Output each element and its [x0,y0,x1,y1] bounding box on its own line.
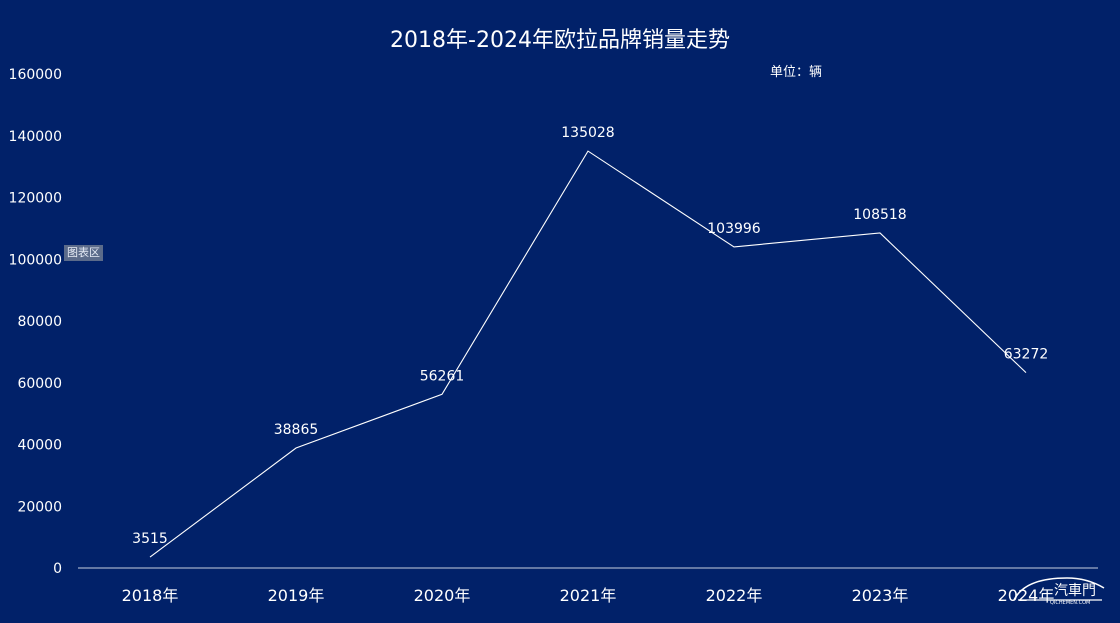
x-tick-label: 2018年 [122,586,179,605]
unit-label: 单位：辆 [770,65,822,80]
data-label: 135028 [561,125,614,141]
y-tick-label: 140000 [9,129,62,145]
watermark-text: 汽車門 [1054,582,1096,599]
plot-area-tag: 图表区 [64,245,103,261]
y-tick-label: 40000 [17,438,62,454]
y-tick-label: 20000 [17,499,62,515]
car-silhouette-icon [1013,577,1105,601]
y-tick-label: 0 [53,561,62,577]
data-label: 63272 [1004,347,1049,363]
data-label: 108518 [853,207,906,223]
x-tick-label: 2021年 [560,586,617,605]
y-tick-label: 120000 [9,191,62,207]
y-tick-label: 100000 [9,252,62,268]
y-tick-label: 60000 [17,376,62,392]
data-label: 3515 [132,531,168,547]
data-labels: 3515 38865 56261 135028 103996 108518 63272 [132,125,1048,547]
y-tick-label: 80000 [17,314,62,330]
sales-line [149,150,1027,558]
data-label: 38865 [274,422,319,438]
x-tick-label: 2020年 [414,586,471,605]
x-tick-label: 2022年 [706,586,763,605]
y-tick-label: 160000 [9,67,62,83]
chart-title: 2018年-2024年欧拉品牌销量走势 [390,28,730,53]
watermark-logo: 汽車門 QICHEMEN.COM [1013,577,1105,606]
x-axis: 2018年 2019年 2020年 2021年 2022年 2023年 2024年 [122,586,1055,605]
x-tick-label: 2019年 [268,586,325,605]
data-label: 56261 [420,368,465,384]
y-axis: 0 20000 40000 60000 80000 100000 120000 140000 1… [9,67,62,577]
watermark-subtext: QICHEMEN.COM [1050,600,1090,606]
x-tick-label: 2023年 [852,586,909,605]
data-label: 103996 [707,221,761,237]
